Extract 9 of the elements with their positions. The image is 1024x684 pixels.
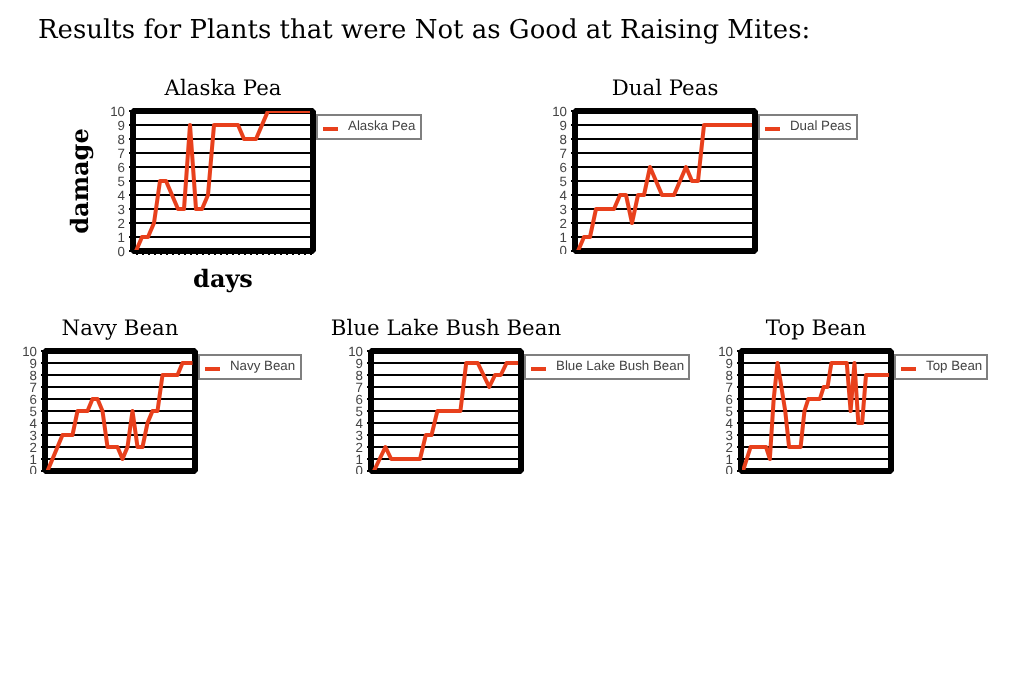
chart-title: Blue Lake Bush Bean (330, 315, 562, 341)
text: Results for Plants that were Not as Good at Raising Mites: (38, 14, 811, 50)
chart-title: Dual Peas (611, 75, 719, 101)
line-series (134, 111, 312, 251)
chart-title: Top Bean (765, 315, 867, 341)
chart-title: Navy Bean (61, 315, 179, 341)
y-axis-title: damage (66, 127, 95, 234)
x-axis-title: days (193, 265, 254, 293)
chart-title: Alaska Pea (162, 75, 283, 101)
